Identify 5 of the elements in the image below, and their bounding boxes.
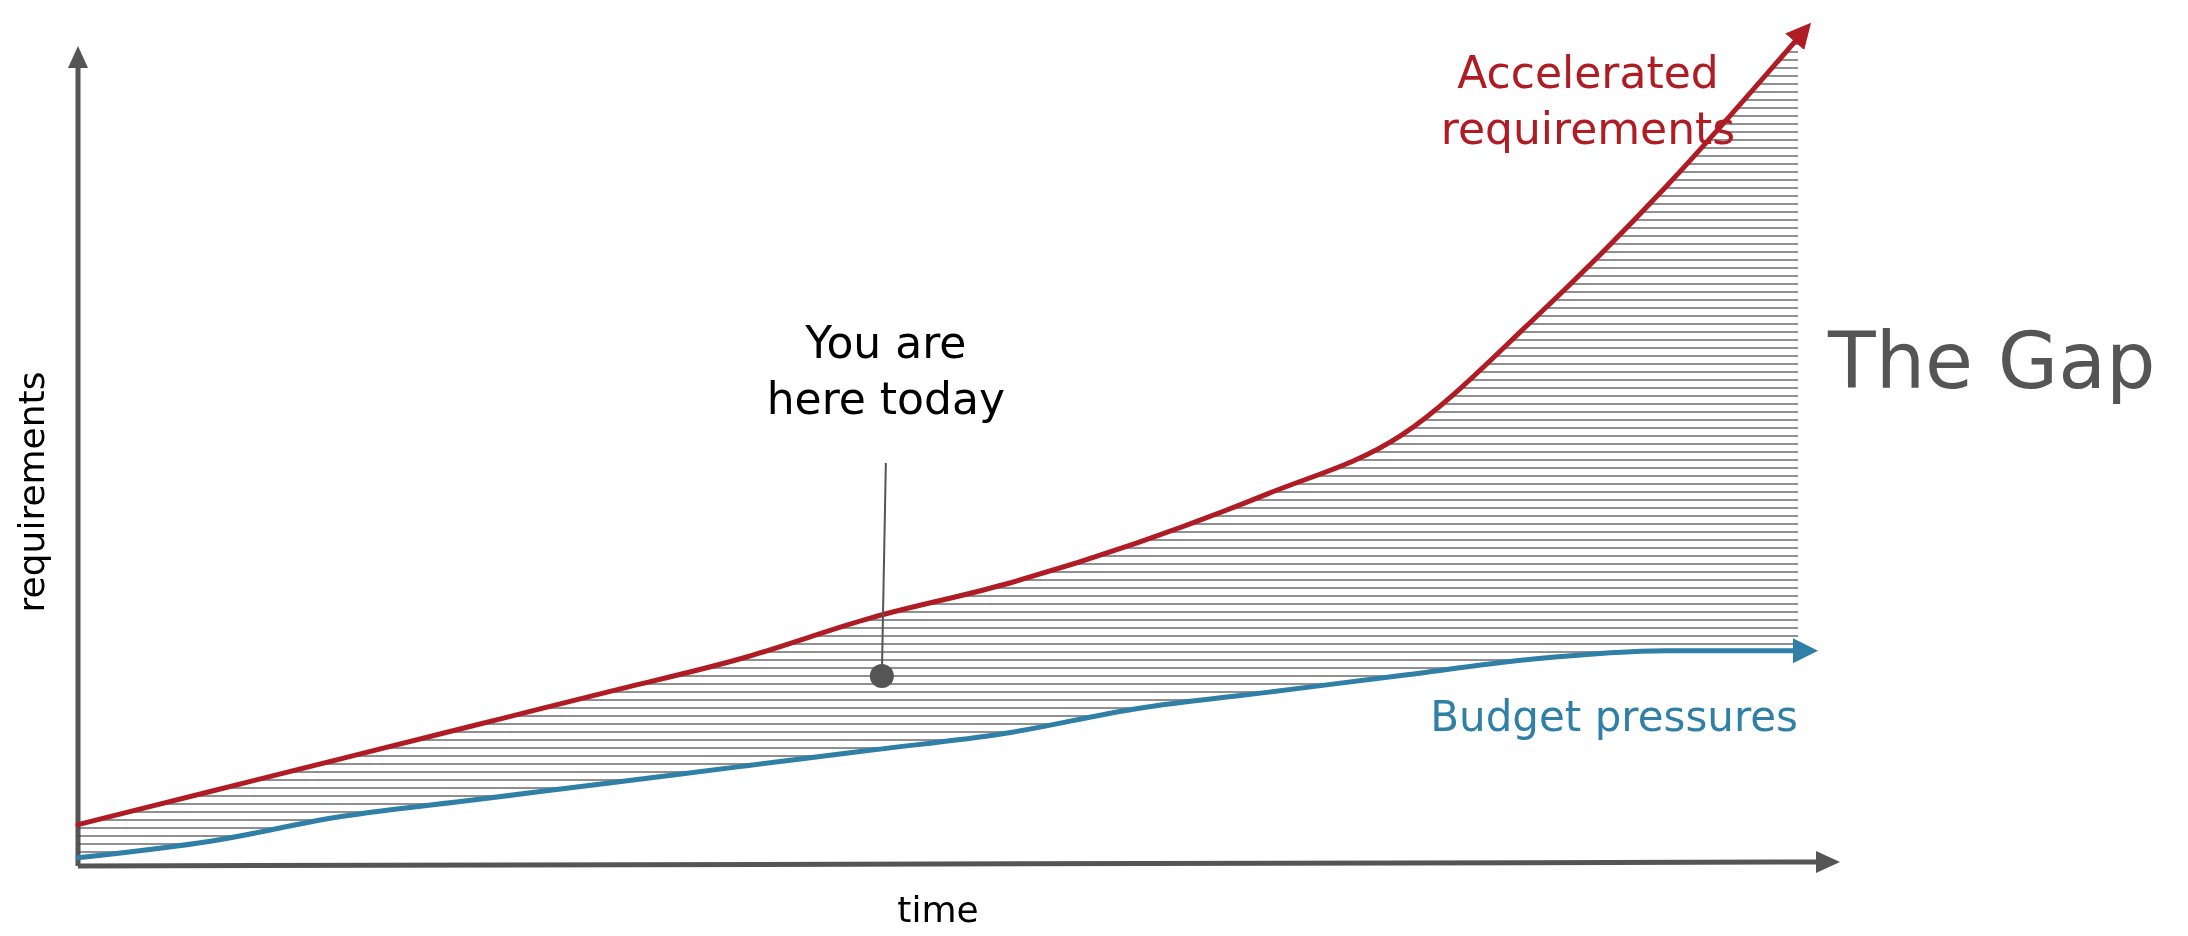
- y-axis-title: requirements: [11, 371, 52, 613]
- series-label: Budget pressures: [1430, 691, 1798, 741]
- annotation: You are here today: [766, 317, 1005, 424]
- x-axis-title: time: [897, 889, 979, 930]
- annotation: The Gap: [1827, 316, 2156, 406]
